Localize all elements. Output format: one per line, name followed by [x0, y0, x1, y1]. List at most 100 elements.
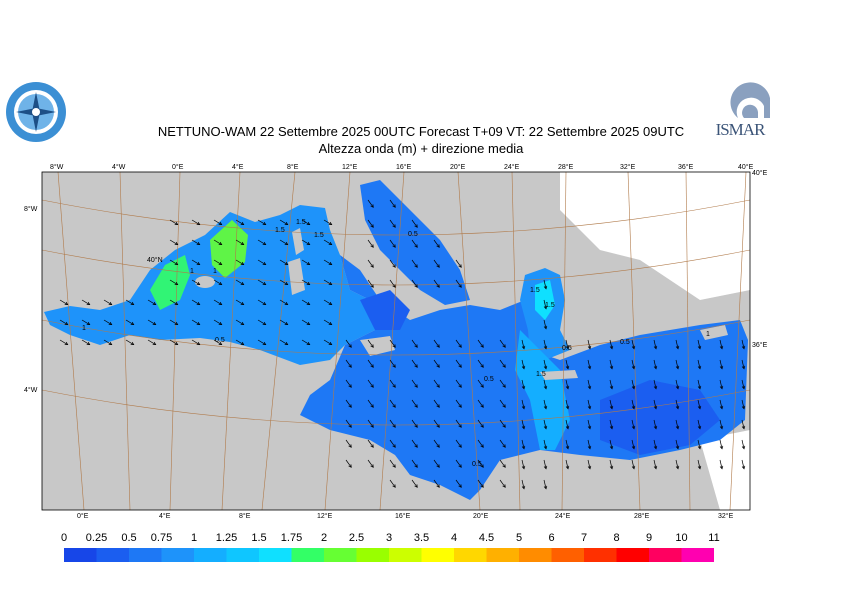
- colorbar-swatch: [356, 548, 389, 562]
- direction-arrow: [543, 299, 547, 309]
- direction-arrow-head: [631, 365, 636, 370]
- direction-arrow: [367, 219, 374, 228]
- direction-arrow-head: [392, 264, 396, 268]
- direction-arrow-head: [502, 364, 506, 368]
- direction-arrow-head: [196, 261, 201, 266]
- top-lon-tick-label: 8°W: [50, 163, 64, 171]
- direction-arrow-head: [218, 341, 223, 346]
- direction-arrow: [213, 339, 222, 345]
- top-lon-tick-label: 0°E: [172, 163, 184, 171]
- direction-arrow-head: [631, 345, 636, 350]
- direction-arrow: [125, 299, 134, 305]
- direction-arrow-head: [565, 465, 570, 470]
- direction-arrow-head: [262, 221, 267, 226]
- direction-arrow: [675, 339, 679, 349]
- direction-arrow-head: [502, 404, 506, 408]
- direction-arrow: [169, 259, 178, 265]
- direction-arrow: [675, 419, 679, 429]
- direction-arrow: [301, 339, 310, 345]
- direction-arrow-head: [719, 425, 724, 430]
- direction-arrow: [191, 219, 200, 225]
- direction-arrow: [631, 419, 635, 429]
- direction-arrow-head: [196, 301, 201, 306]
- direction-arrow: [477, 379, 484, 388]
- direction-arrow-head: [543, 325, 548, 330]
- direction-arrow-head: [86, 321, 91, 326]
- top-lon-tick-label: 28°E: [558, 163, 574, 171]
- direction-arrow-head: [328, 341, 333, 346]
- direction-arrow-head: [328, 261, 333, 266]
- wave-mid-ionian-strip: [515, 330, 570, 450]
- direction-arrow-head: [543, 305, 548, 310]
- direction-arrow-head: [609, 365, 614, 370]
- direction-arrow: [741, 419, 745, 429]
- direction-arrow-head: [174, 241, 179, 246]
- direction-arrow: [389, 479, 396, 488]
- top-lon-tick-label: 4°E: [232, 163, 244, 171]
- direction-arrow-head: [521, 385, 526, 390]
- direction-arrow-head: [675, 425, 680, 430]
- direction-arrow-head: [587, 345, 592, 350]
- direction-arrow: [455, 279, 462, 288]
- direction-arrow: [455, 439, 462, 448]
- direction-arrow: [609, 359, 613, 369]
- bottom-longitude-ticks: 0°E 4°E 8°E 12°E 16°E 20°E 24°E 28°E 32°E: [77, 512, 734, 520]
- direction-arrow-head: [392, 464, 396, 468]
- colorbar-swatch: [584, 548, 617, 562]
- direction-arrow-head: [152, 341, 157, 346]
- island-cyprus: [700, 325, 728, 340]
- colorbar-label: 2.5: [348, 532, 365, 544]
- direction-arrow-head: [130, 341, 135, 346]
- direction-arrow-head: [436, 484, 440, 488]
- contour-label: 1.5: [530, 287, 540, 294]
- direction-arrow: [587, 399, 591, 409]
- direction-arrow: [433, 439, 440, 448]
- direction-arrow-head: [565, 365, 570, 370]
- direction-arrow: [653, 339, 657, 349]
- direction-arrow-head: [653, 465, 658, 470]
- direction-arrow-head: [262, 281, 267, 286]
- direction-arrow-head: [653, 385, 658, 390]
- direction-arrow-head: [436, 244, 440, 248]
- direction-arrow: [323, 219, 332, 225]
- direction-arrow: [213, 219, 222, 225]
- direction-arrow-head: [218, 241, 223, 246]
- direction-arrow-head: [284, 221, 289, 226]
- direction-arrow: [741, 459, 745, 469]
- direction-arrow: [499, 479, 506, 488]
- direction-arrow: [587, 439, 591, 449]
- colorbar-label: 3: [385, 532, 393, 544]
- direction-arrow: [411, 279, 418, 288]
- direction-arrow-head: [436, 444, 440, 448]
- direction-arrow-head: [653, 445, 658, 450]
- direction-arrow-head: [370, 284, 374, 288]
- direction-arrow: [191, 299, 200, 305]
- contour-label: 0.5: [562, 345, 572, 352]
- direction-arrow: [103, 299, 112, 305]
- direction-arrow-head: [458, 284, 462, 288]
- direction-arrow: [169, 299, 178, 305]
- map-frame: [41, 171, 751, 511]
- direction-arrow: [279, 299, 288, 305]
- direction-arrow-head: [587, 365, 592, 370]
- direction-arrow: [653, 379, 657, 389]
- direction-arrow: [477, 339, 484, 348]
- direction-arrow: [609, 339, 613, 349]
- direction-arrow-head: [480, 444, 484, 448]
- contour-label: 1: [213, 268, 217, 275]
- direction-arrow-head: [370, 264, 374, 268]
- direction-arrow: [279, 259, 288, 265]
- direction-arrow: [257, 259, 266, 265]
- direction-arrow-head: [348, 404, 352, 408]
- direction-arrow-head: [741, 445, 746, 450]
- direction-arrow: [741, 379, 745, 389]
- direction-arrow-head: [521, 365, 526, 370]
- direction-arrow: [81, 299, 90, 305]
- direction-arrow-head: [328, 301, 333, 306]
- direction-arrow-head: [653, 345, 658, 350]
- map-subtitle: Altezza onda (m) + direzione media: [318, 141, 524, 156]
- direction-arrow-head: [392, 284, 396, 288]
- direction-arrow: [477, 359, 484, 368]
- colorbar-swatch: [681, 548, 714, 562]
